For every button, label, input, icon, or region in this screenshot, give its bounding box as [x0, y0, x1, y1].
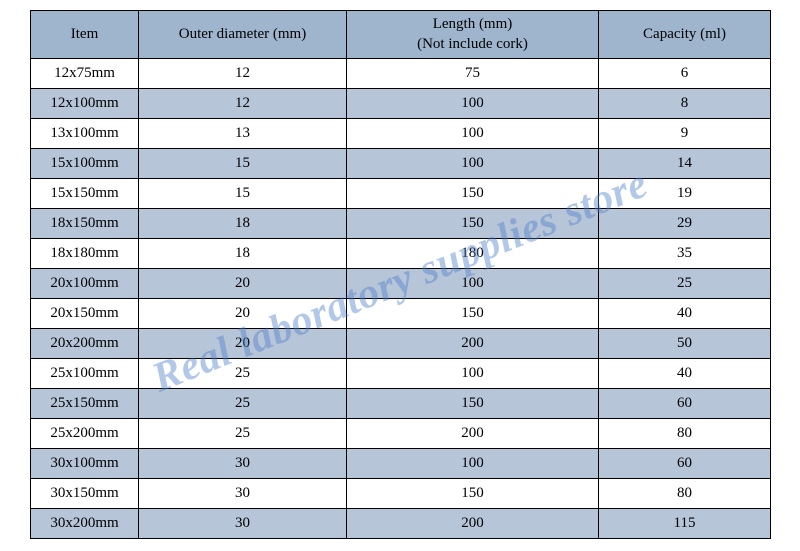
- cell-item: 30x100mm: [31, 449, 139, 479]
- cell-item: 20x200mm: [31, 329, 139, 359]
- col-header-item: Item: [31, 11, 139, 59]
- cell-outer_diameter: 20: [139, 329, 347, 359]
- table-row: 25x200mm2520080: [31, 419, 771, 449]
- cell-length: 100: [347, 119, 599, 149]
- cell-length: 150: [347, 299, 599, 329]
- table-row: 12x75mm12756: [31, 59, 771, 89]
- cell-capacity: 6: [599, 59, 771, 89]
- cell-item: 18x150mm: [31, 209, 139, 239]
- cell-length: 150: [347, 209, 599, 239]
- cell-capacity: 60: [599, 389, 771, 419]
- cell-capacity: 25: [599, 269, 771, 299]
- cell-length: 150: [347, 479, 599, 509]
- cell-capacity: 29: [599, 209, 771, 239]
- cell-item: 13x100mm: [31, 119, 139, 149]
- cell-item: 25x100mm: [31, 359, 139, 389]
- cell-item: 20x100mm: [31, 269, 139, 299]
- cell-outer_diameter: 18: [139, 209, 347, 239]
- cell-capacity: 35: [599, 239, 771, 269]
- cell-outer_diameter: 20: [139, 299, 347, 329]
- cell-outer_diameter: 25: [139, 359, 347, 389]
- cell-capacity: 50: [599, 329, 771, 359]
- cell-length: 150: [347, 179, 599, 209]
- cell-length: 200: [347, 419, 599, 449]
- table-row: 12x100mm121008: [31, 89, 771, 119]
- table-row: 20x100mm2010025: [31, 269, 771, 299]
- cell-outer_diameter: 12: [139, 59, 347, 89]
- cell-outer_diameter: 15: [139, 149, 347, 179]
- cell-outer_diameter: 20: [139, 269, 347, 299]
- cell-item: 15x100mm: [31, 149, 139, 179]
- cell-item: 15x150mm: [31, 179, 139, 209]
- cell-capacity: 14: [599, 149, 771, 179]
- col-header-length-line1: Length (mm) (Not include cork): [417, 16, 528, 52]
- table-row: 25x100mm2510040: [31, 359, 771, 389]
- table-body: 12x75mm1275612x100mm12100813x100mm131009…: [31, 59, 771, 539]
- table-row: 15x150mm1515019: [31, 179, 771, 209]
- cell-length: 150: [347, 389, 599, 419]
- table-row: 30x100mm3010060: [31, 449, 771, 479]
- cell-length: 100: [347, 449, 599, 479]
- table-row: 18x180mm1818035: [31, 239, 771, 269]
- table-row: 15x100mm1510014: [31, 149, 771, 179]
- cell-length: 200: [347, 329, 599, 359]
- cell-item: 25x200mm: [31, 419, 139, 449]
- cell-outer_diameter: 25: [139, 419, 347, 449]
- cell-item: 12x100mm: [31, 89, 139, 119]
- cell-outer_diameter: 30: [139, 509, 347, 539]
- cell-item: 12x75mm: [31, 59, 139, 89]
- cell-capacity: 80: [599, 419, 771, 449]
- cell-outer_diameter: 13: [139, 119, 347, 149]
- table-row: 20x150mm2015040: [31, 299, 771, 329]
- specs-table: Item Outer diameter (mm) Length (mm) (No…: [30, 10, 771, 539]
- cell-outer_diameter: 15: [139, 179, 347, 209]
- cell-length: 100: [347, 269, 599, 299]
- table-header: Item Outer diameter (mm) Length (mm) (No…: [31, 11, 771, 59]
- cell-outer_diameter: 18: [139, 239, 347, 269]
- col-header-length: Length (mm) (Not include cork): [347, 11, 599, 59]
- table-row: 25x150mm2515060: [31, 389, 771, 419]
- col-header-capacity: Capacity (ml): [599, 11, 771, 59]
- cell-capacity: 8: [599, 89, 771, 119]
- cell-length: 180: [347, 239, 599, 269]
- col-header-outer-diameter: Outer diameter (mm): [139, 11, 347, 59]
- cell-item: 30x150mm: [31, 479, 139, 509]
- cell-capacity: 60: [599, 449, 771, 479]
- table-row: 30x200mm30200115: [31, 509, 771, 539]
- cell-outer_diameter: 12: [139, 89, 347, 119]
- cell-capacity: 115: [599, 509, 771, 539]
- cell-length: 75: [347, 59, 599, 89]
- cell-capacity: 9: [599, 119, 771, 149]
- cell-capacity: 80: [599, 479, 771, 509]
- cell-length: 100: [347, 89, 599, 119]
- cell-capacity: 40: [599, 299, 771, 329]
- cell-length: 100: [347, 149, 599, 179]
- table-row: 13x100mm131009: [31, 119, 771, 149]
- table-row: 20x200mm2020050: [31, 329, 771, 359]
- cell-item: 20x150mm: [31, 299, 139, 329]
- cell-length: 100: [347, 359, 599, 389]
- cell-capacity: 40: [599, 359, 771, 389]
- cell-capacity: 19: [599, 179, 771, 209]
- cell-length: 200: [347, 509, 599, 539]
- cell-item: 30x200mm: [31, 509, 139, 539]
- cell-outer_diameter: 25: [139, 389, 347, 419]
- cell-item: 18x180mm: [31, 239, 139, 269]
- cell-outer_diameter: 30: [139, 449, 347, 479]
- table-row: 18x150mm1815029: [31, 209, 771, 239]
- table-row: 30x150mm3015080: [31, 479, 771, 509]
- cell-item: 25x150mm: [31, 389, 139, 419]
- cell-outer_diameter: 30: [139, 479, 347, 509]
